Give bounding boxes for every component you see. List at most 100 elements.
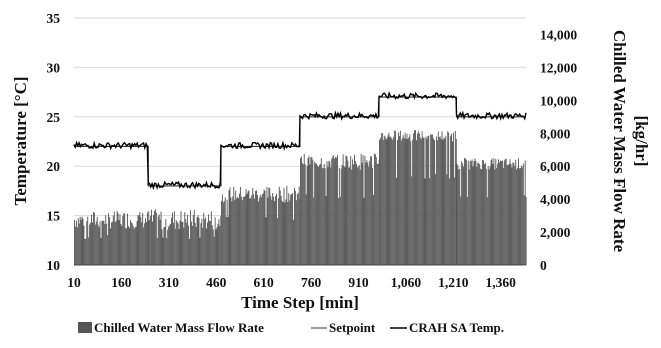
flow-rate-bar	[436, 140, 438, 265]
flow-rate-bar	[472, 166, 474, 265]
flow-rate-bar	[277, 198, 279, 265]
flow-rate-bar	[197, 215, 199, 265]
flow-rate-bar	[421, 131, 423, 265]
flow-rate-bar	[211, 225, 213, 265]
x-tick-label: 10	[67, 275, 81, 290]
flow-rate-bar	[452, 141, 453, 265]
flow-rate-bar	[250, 198, 252, 265]
flow-rate-bar	[410, 141, 412, 265]
flow-rate-bar	[424, 178, 426, 265]
flow-rate-bar	[364, 155, 366, 265]
flow-rate-bar	[513, 162, 515, 265]
flow-rate-bar	[318, 167, 319, 265]
flow-rate-bar	[290, 194, 292, 265]
flow-rate-bar	[208, 220, 210, 265]
flow-rate-bar	[509, 159, 511, 265]
flow-rate-bar	[479, 164, 481, 265]
flow-rate-bar	[181, 221, 183, 265]
flow-rate-bar	[209, 220, 211, 265]
flow-rate-bar	[226, 199, 228, 265]
flow-rate-bar	[132, 226, 134, 265]
flow-rate-bar	[370, 156, 372, 265]
flow-rate-bar	[74, 219, 75, 265]
flow-rate-bar	[430, 134, 432, 265]
flow-rate-bar	[285, 199, 287, 265]
flow-rate-bar	[313, 197, 315, 265]
flow-rate-bar	[134, 227, 136, 265]
line-layer	[73, 90, 527, 191]
flow-rate-bar	[130, 222, 132, 265]
flow-rate-bar	[323, 164, 325, 265]
y2-tick-label: 6,000	[540, 159, 571, 174]
flow-rate-bar	[307, 157, 309, 265]
flow-rate-bar	[92, 212, 94, 265]
flow-rate-bar	[86, 221, 88, 265]
flow-rate-bar	[253, 194, 255, 265]
flow-rate-bar	[519, 168, 521, 265]
flow-rate-bar	[431, 134, 433, 265]
y2-tick-label: 2,000	[540, 225, 571, 240]
flow-rate-bar	[506, 164, 508, 265]
flow-rate-bar	[512, 162, 514, 265]
flow-rate-bar	[406, 133, 408, 265]
flow-rate-bar	[185, 218, 187, 265]
flow-rate-bar	[315, 163, 317, 265]
flow-rate-bar	[183, 227, 185, 265]
flow-rate-bar	[519, 168, 520, 265]
x-tick-label: 610	[254, 275, 275, 290]
flow-rate-bar	[373, 195, 374, 265]
flow-rate-bar	[286, 185, 288, 265]
flow-rate-bar	[204, 219, 206, 265]
flow-rate-bar	[443, 137, 445, 265]
flow-rate-bar	[403, 138, 405, 265]
flow-rate-bar	[434, 174, 436, 265]
flow-rate-bar	[475, 160, 477, 265]
flow-rate-bar	[222, 202, 224, 265]
flow-rate-bar	[321, 168, 323, 265]
flow-rate-bar	[450, 136, 452, 265]
flow-rate-bar	[396, 177, 397, 265]
flow-rate-bar	[115, 220, 117, 265]
flow-rate-bar	[392, 139, 394, 265]
flow-rate-bar	[254, 198, 256, 265]
flow-rate-bar	[167, 229, 169, 265]
flow-rate-bar	[147, 212, 148, 265]
y2-tick-label: 8,000	[540, 126, 571, 141]
flow-rate-bar	[488, 169, 490, 265]
flow-rate-bar	[438, 137, 440, 265]
flow-rate-bar	[158, 214, 160, 265]
flow-rate-bar	[272, 192, 274, 265]
flow-rate-bar	[354, 154, 355, 265]
flow-rate-bar	[495, 159, 497, 265]
flow-rate-bar	[234, 200, 236, 265]
flow-rate-bar	[477, 162, 479, 265]
flow-rate-bar	[169, 225, 171, 265]
flow-rate-bar	[395, 130, 397, 265]
flow-rate-bar	[314, 161, 316, 265]
flow-rate-bar	[295, 200, 297, 265]
flow-rate-bar	[92, 222, 93, 265]
flow-rate-bar	[284, 202, 286, 265]
flow-rate-bar	[522, 163, 524, 265]
flow-rate-bar	[362, 155, 364, 265]
flow-rate-bar	[275, 196, 276, 265]
flow-rate-bar	[203, 212, 205, 265]
flow-rate-bar	[142, 212, 144, 265]
flow-rate-bar	[104, 223, 106, 265]
flow-rate-bar	[423, 137, 425, 265]
flow-rate-bar	[102, 220, 104, 265]
flow-rate-bar	[434, 140, 435, 265]
flow-rate-bar	[238, 198, 239, 265]
flow-rate-bar	[311, 157, 313, 265]
flow-rate-bar	[79, 216, 81, 265]
flow-rate-bar	[151, 209, 153, 265]
flow-rate-bar	[470, 161, 472, 265]
flow-rate-bar	[137, 215, 139, 265]
flow-rate-bar	[435, 136, 437, 265]
flow-rate-bar	[402, 135, 404, 265]
flow-rate-bar	[239, 186, 241, 265]
flow-rate-bar	[387, 135, 389, 265]
flow-rate-bar	[139, 211, 141, 265]
flow-rate-bar	[309, 164, 311, 265]
flow-rate-bar	[473, 160, 475, 265]
